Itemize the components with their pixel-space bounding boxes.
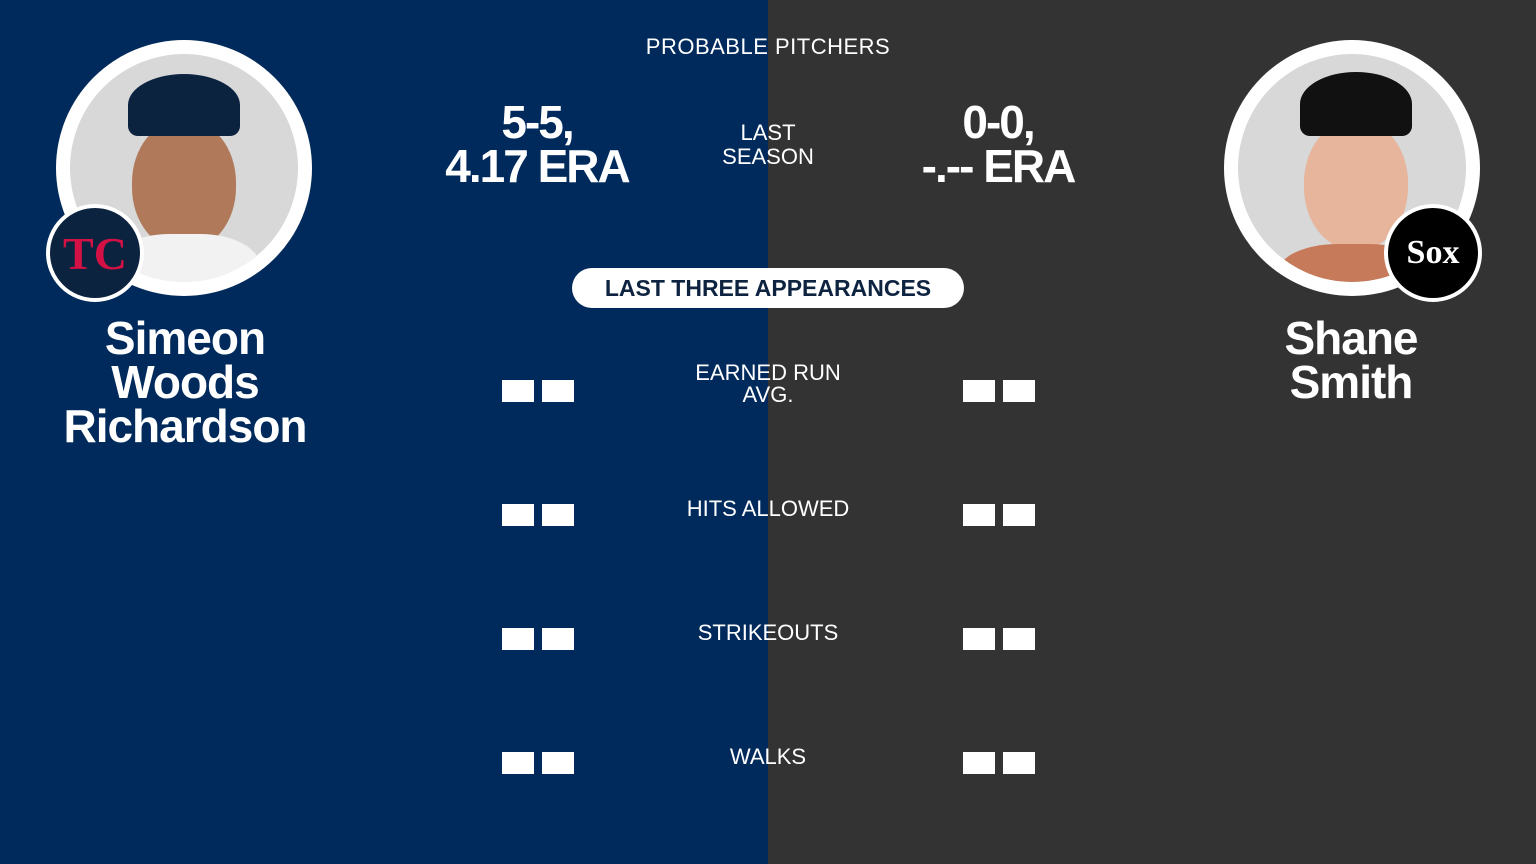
label-line: AVG.	[742, 382, 794, 407]
stat-label-era: EARNED RUN AVG.	[618, 361, 918, 407]
left-stat-value	[502, 752, 574, 774]
era: -.-- ERA	[921, 140, 1077, 192]
label-line: LAST	[740, 120, 796, 145]
white-sox-logo-icon: Sox	[1384, 204, 1482, 302]
twins-logo-icon: TC	[46, 204, 144, 302]
label-line: SEASON	[722, 144, 814, 169]
stat-label-hits: HITS ALLOWED	[686, 496, 850, 521]
name-line: Shane	[1284, 312, 1418, 364]
left-pitcher-name: Simeon Woods Richardson	[0, 312, 370, 452]
era: 4.17 ERA	[445, 140, 630, 192]
left-stat-value	[502, 380, 574, 402]
name-line: Smith	[1289, 356, 1414, 408]
right-stat-value	[963, 504, 1035, 526]
win-loss: 0-0,	[962, 96, 1035, 148]
stat-label-strikeouts: STRIKEOUTS	[697, 620, 839, 645]
name-line: Woods	[111, 356, 259, 408]
win-loss: 5-5,	[501, 96, 574, 148]
label-line: EARNED RUN	[695, 360, 841, 385]
stat-label-walks: WALKS	[729, 744, 807, 769]
right-stat-value	[963, 752, 1035, 774]
name-line: Richardson	[63, 400, 307, 452]
right-season-record: 0-0, -.-- ERA	[848, 96, 1148, 192]
right-stat-value	[963, 628, 1035, 650]
name-line: Simeon	[104, 312, 266, 364]
left-season-record: 5-5, 4.17 ERA	[387, 96, 687, 192]
last-season-label: LAST SEASON	[618, 121, 918, 169]
right-pitcher-name: Shane Smith	[1166, 312, 1536, 408]
page-title: PROBABLE PITCHERS	[645, 34, 891, 59]
right-stat-value	[963, 380, 1035, 402]
left-stat-value	[502, 628, 574, 650]
last-three-appearances-badge: LAST THREE APPEARANCES	[572, 268, 964, 308]
left-stat-value	[502, 504, 574, 526]
